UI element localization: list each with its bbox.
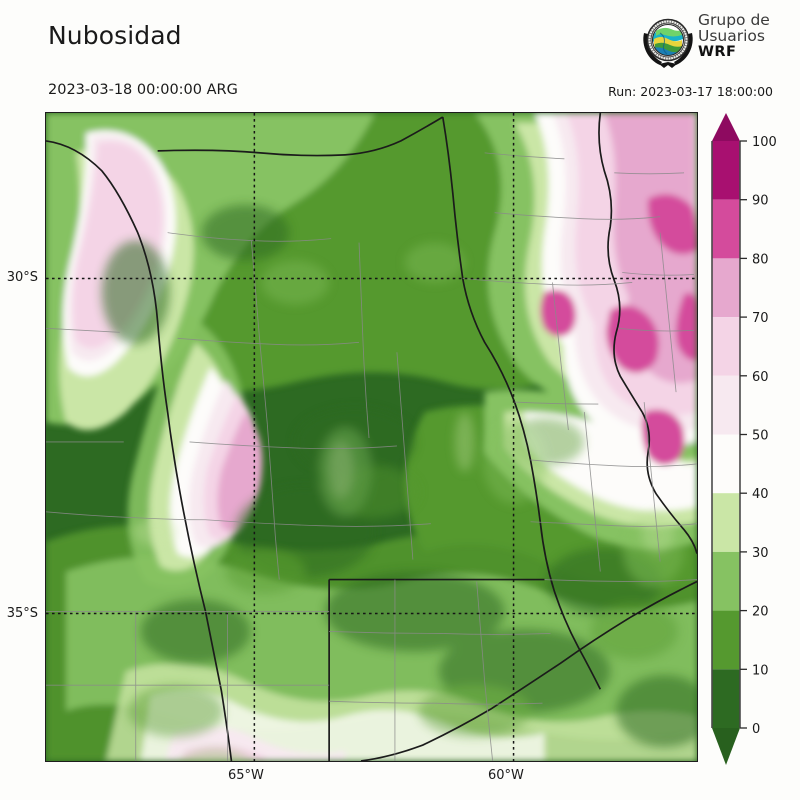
colorbar-tick-0: 0 [752,722,760,737]
lat-tick-30s: 30°S [6,270,38,285]
colorbar-tick-90: 90 [752,194,769,209]
lon-tick-60w: 60°W [488,768,524,783]
run-time-label: Run: 2023-03-17 18:00:00 [608,84,773,99]
globe-seal-icon [643,18,693,68]
colorbar-tick-30: 30 [752,546,769,561]
colorbar-tick-100: 100 [752,135,777,150]
colorbar-tick-10: 10 [752,663,769,678]
logo: Grupo de Usuarios WRF [640,11,780,73]
colorbar-tick-70: 70 [752,311,769,326]
colorbar-over-arrow [712,113,740,141]
lon-tick-65w: 65°W [228,768,264,783]
colorbar-tick-20: 20 [752,605,769,620]
page-title: Nubosidad [48,21,182,50]
colorbar-tick-50: 50 [752,429,769,444]
valid-time-label: 2023-03-18 00:00:00 ARG [48,82,238,98]
colorbar-svg: 100 90 80 70 60 50 40 30 20 10 0 [711,113,777,765]
logo-line-3: WRF [698,43,737,60]
colorbar-tick-40: 40 [752,487,769,502]
colorbar: 100 90 80 70 60 50 40 30 20 10 0 % [709,110,797,770]
lat-tick-35s: 35°S [6,606,38,621]
logo-line-1: Grupo de [698,11,770,29]
logo-text: Grupo de Usuarios WRF [698,11,770,60]
logo-line-2: Usuarios [698,26,765,45]
colorbar-under-arrow [712,728,740,765]
colorbar-tick-80: 80 [752,252,769,267]
colorbar-tick-60: 60 [752,370,769,385]
map-plot-area[interactable] [45,112,698,762]
cloud-cover-field [46,113,697,761]
